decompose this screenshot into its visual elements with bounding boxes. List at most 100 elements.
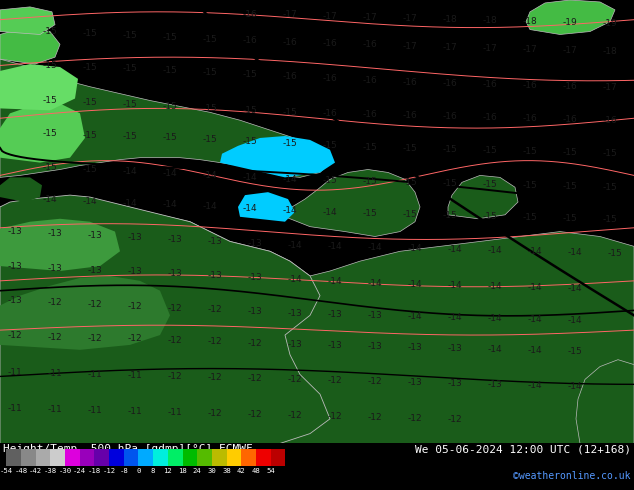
Text: -15: -15 — [163, 33, 178, 42]
Text: -16: -16 — [562, 115, 578, 124]
Text: 8: 8 — [151, 468, 155, 474]
Text: -14: -14 — [328, 277, 342, 286]
Polygon shape — [0, 7, 55, 34]
Text: -11: -11 — [127, 371, 143, 380]
Text: -13: -13 — [448, 379, 462, 388]
Text: -19: -19 — [603, 19, 618, 28]
Text: -16: -16 — [283, 73, 297, 81]
Text: -14: -14 — [488, 345, 502, 354]
Text: -14: -14 — [82, 196, 97, 205]
Text: -12: -12 — [167, 372, 183, 381]
Text: -13: -13 — [167, 235, 183, 244]
Text: -8: -8 — [119, 468, 128, 474]
Text: -16: -16 — [243, 36, 257, 45]
Text: -54: -54 — [0, 468, 13, 474]
Text: -14: -14 — [488, 246, 502, 255]
Text: -17: -17 — [403, 42, 417, 51]
Bar — [271, 449, 285, 466]
Bar — [80, 449, 94, 466]
Text: -11: -11 — [87, 406, 102, 416]
Text: -15: -15 — [283, 108, 297, 117]
Text: -14: -14 — [163, 200, 178, 209]
Polygon shape — [285, 170, 420, 237]
Text: -15: -15 — [603, 149, 618, 158]
Text: -15: -15 — [567, 347, 583, 356]
Text: -15: -15 — [403, 144, 417, 153]
Text: -14: -14 — [488, 314, 502, 323]
Text: -16: -16 — [603, 116, 618, 125]
Text: -15: -15 — [203, 35, 217, 44]
Text: -14: -14 — [123, 198, 138, 207]
Text: -14: -14 — [243, 173, 257, 182]
Text: -14: -14 — [283, 206, 297, 216]
Bar — [212, 449, 226, 466]
Polygon shape — [220, 136, 335, 177]
Text: -15: -15 — [603, 183, 618, 192]
Bar — [242, 449, 256, 466]
Text: -15: -15 — [363, 177, 377, 186]
Text: -17: -17 — [283, 10, 297, 19]
Bar — [183, 449, 197, 466]
Text: -18: -18 — [443, 15, 457, 24]
Text: -13: -13 — [167, 270, 183, 278]
Polygon shape — [238, 192, 295, 221]
Text: -14: -14 — [408, 312, 422, 321]
Text: -24: -24 — [73, 468, 86, 474]
Text: -14: -14 — [527, 247, 542, 256]
Text: -14: -14 — [323, 208, 337, 218]
Polygon shape — [0, 219, 120, 271]
Text: -16: -16 — [482, 80, 498, 89]
Text: -13: -13 — [288, 309, 302, 318]
Text: -18: -18 — [603, 47, 618, 56]
Text: -15: -15 — [323, 176, 337, 185]
Text: -15: -15 — [607, 249, 623, 258]
Bar — [94, 449, 109, 466]
Text: -11: -11 — [167, 408, 183, 417]
Bar — [124, 449, 138, 466]
Text: 18: 18 — [178, 468, 187, 474]
Text: -14: -14 — [408, 244, 422, 253]
Text: -14: -14 — [203, 171, 217, 180]
Text: -13: -13 — [8, 262, 22, 270]
Text: -15: -15 — [163, 133, 178, 143]
Text: 30: 30 — [207, 468, 216, 474]
Text: -15: -15 — [482, 147, 498, 155]
Text: -12: -12 — [328, 376, 342, 385]
Text: -12: -12 — [87, 300, 102, 309]
Text: -12: -12 — [288, 412, 302, 420]
Text: -13: -13 — [408, 378, 422, 387]
Text: -14: -14 — [243, 204, 257, 214]
Bar — [6, 449, 21, 466]
Bar — [36, 449, 50, 466]
Text: -15: -15 — [283, 139, 297, 148]
Text: -13: -13 — [127, 268, 143, 276]
Text: -14: -14 — [567, 382, 582, 391]
Text: -14: -14 — [203, 202, 217, 212]
Text: -12: -12 — [48, 333, 62, 342]
Polygon shape — [0, 177, 42, 202]
Text: -17: -17 — [443, 43, 457, 52]
Text: -13: -13 — [8, 227, 22, 236]
Text: -12: -12 — [127, 302, 142, 311]
Text: -15: -15 — [243, 137, 257, 147]
Text: -14: -14 — [527, 346, 542, 355]
Text: -16: -16 — [323, 39, 337, 48]
Text: -14: -14 — [283, 175, 297, 184]
Text: 24: 24 — [193, 468, 202, 474]
Text: -17: -17 — [603, 83, 618, 92]
Text: 42: 42 — [237, 468, 245, 474]
Text: -12: -12 — [167, 304, 183, 313]
Text: -16: -16 — [323, 74, 337, 83]
Polygon shape — [0, 27, 60, 64]
Text: -15: -15 — [42, 163, 57, 172]
Text: -18: -18 — [88, 468, 101, 474]
Text: -30: -30 — [58, 468, 72, 474]
Text: -12: -12 — [103, 468, 115, 474]
Text: -15: -15 — [163, 102, 178, 111]
Text: -13: -13 — [448, 344, 462, 353]
Polygon shape — [0, 197, 634, 443]
Text: -48: -48 — [15, 468, 28, 474]
Text: -12: -12 — [167, 337, 183, 345]
Text: -11: -11 — [8, 404, 22, 414]
Text: -15: -15 — [562, 214, 578, 223]
